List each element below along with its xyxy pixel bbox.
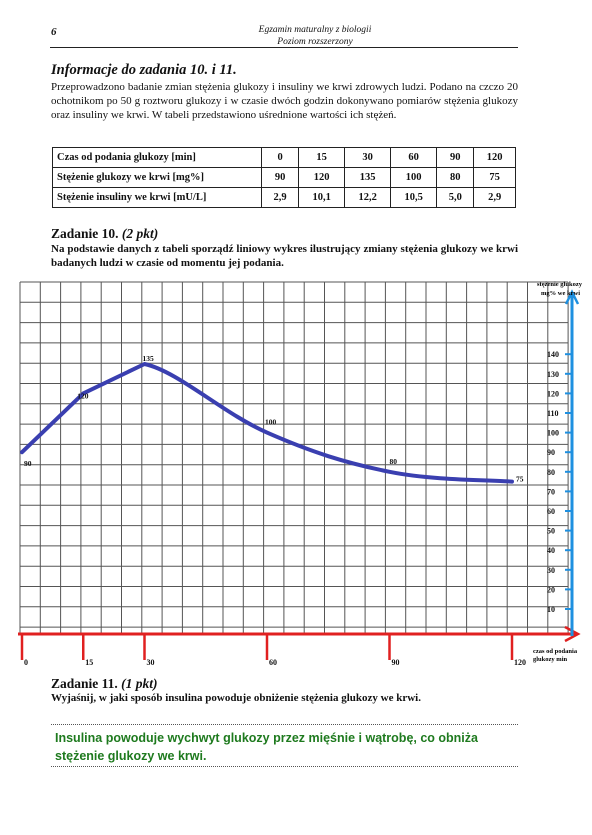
y-tick-label: 120 <box>547 389 559 398</box>
glucose-chart: 0 15 30 60 90 120 10 20 30 40 50 60 70 80 90 100 110 120 1… <box>18 281 583 667</box>
table-cell: 80 <box>436 167 475 188</box>
y-tick-label: 130 <box>547 370 559 379</box>
table-row-label: Czas od podania glukozy [min] <box>52 147 262 168</box>
table-cell: 0 <box>260 147 300 168</box>
x-tick-label: 0 <box>24 658 28 667</box>
running-title-line1: Egzamin maturalny z biologii <box>258 25 372 35</box>
running-title-line2: Poziom rozszerzony <box>277 37 353 47</box>
x-tick-label: 90 <box>392 658 400 667</box>
data-label: 120 <box>77 391 89 400</box>
table-cell: 10,1 <box>298 187 346 208</box>
data-label: 75 <box>516 475 524 484</box>
task10-text: Na podstawie danych z tabeli sporządź li… <box>51 243 518 269</box>
task11-text: Wyjaśnij, w jaki sposób insulina powoduj… <box>51 692 421 704</box>
table-cell: 12,2 <box>344 187 392 208</box>
data-point <box>388 470 391 474</box>
task10-points: (2 pkt) <box>121 226 159 241</box>
task11-title: Zadanie 11. (1 pkt) <box>51 676 158 692</box>
x-tick-label: 120 <box>514 658 526 667</box>
data-point <box>265 431 269 435</box>
y-tick-label: 110 <box>547 409 559 418</box>
table-cell: 2,9 <box>260 187 300 208</box>
table-cell: 5,0 <box>436 187 475 208</box>
table-cell: 2,9 <box>473 187 516 208</box>
y-tick-label: 140 <box>547 350 559 359</box>
chart-ticks <box>20 353 572 660</box>
table-cell: 120 <box>298 167 346 188</box>
table-cell: 15 <box>298 147 346 168</box>
page-number: 6 <box>51 26 57 38</box>
y-tick-label: 90 <box>547 448 555 457</box>
task10-title-main: Zadanie 10. <box>51 226 119 241</box>
task11-answer[interactable]: Insulina powoduje wychwyt glukozy przez … <box>55 731 478 763</box>
y-tick-label: 60 <box>547 507 555 516</box>
table-row-label: Stężenie glukozy we krwi [mg%] <box>52 167 262 188</box>
task11-points: (1 pkt) <box>121 676 158 691</box>
chart-labels: 0 15 30 60 90 120 10 20 30 40 50 60 70 80 90 100 110 120 1… <box>24 281 583 667</box>
table-cell: 75 <box>473 167 516 188</box>
y-tick-label: 100 <box>547 429 559 438</box>
task10-title: Zadanie 10. (2 pkt) <box>51 226 158 242</box>
data-point <box>510 480 514 484</box>
y-axis-arrow <box>564 289 580 305</box>
info-text: Przeprowadzono badanie zmian stężenia gl… <box>51 81 518 121</box>
x-axis-title-line2: glukozy min <box>533 656 568 663</box>
data-point <box>81 391 85 395</box>
header-rule <box>50 47 518 48</box>
data-table: Czas od podania glukozy [min] 0 15 30 60… <box>52 147 516 208</box>
data-label: 135 <box>143 354 155 363</box>
table-cell: 120 <box>473 147 516 168</box>
y-axis-title-line1: stężenie glukozy <box>537 281 583 288</box>
table-cell: 60 <box>390 147 438 168</box>
y-tick-label: 20 <box>547 585 555 594</box>
x-tick-label: 60 <box>269 658 277 667</box>
y-tick-label: 80 <box>547 468 555 477</box>
x-axis-title-line1: czas od podania <box>533 648 578 655</box>
table-cell: 90 <box>260 167 300 188</box>
y-tick-label: 70 <box>547 487 555 496</box>
answer-line-top <box>51 724 518 725</box>
table-row-label: Stężenie insuliny we krwi [mU/L] <box>52 187 262 208</box>
info-title: Informacje do zadania 10. i 11. <box>51 62 237 78</box>
x-axis-arrow <box>564 625 581 643</box>
data-point <box>143 362 146 366</box>
chart-grid <box>19 281 569 633</box>
y-tick-label: 10 <box>547 605 555 614</box>
x-tick-label: 30 <box>147 658 155 667</box>
table-cell: 30 <box>344 147 392 168</box>
x-tick-label: 15 <box>85 658 93 667</box>
y-axis-title-line2: mg% we krwi <box>541 290 580 297</box>
chart-axes <box>18 289 581 643</box>
y-tick-label: 40 <box>547 546 555 555</box>
table-cell: 90 <box>436 147 475 168</box>
table-row: Stężenie insuliny we krwi [mU/L] 2,9 10,… <box>52 187 516 208</box>
data-point <box>20 450 24 454</box>
table-row: Stężenie glukozy we krwi [mg%] 90 120 13… <box>52 167 516 188</box>
y-tick-label: 30 <box>547 566 555 575</box>
answer-line-bottom <box>51 766 518 767</box>
table-cell: 100 <box>390 167 438 188</box>
y-tick-label: 50 <box>547 527 555 536</box>
running-title: Egzamin maturalny z biologii Poziom rozs… <box>200 24 430 48</box>
task11-title-main: Zadanie 11. <box>51 676 118 691</box>
data-label: 100 <box>265 418 277 427</box>
chart-series <box>20 362 514 484</box>
table-cell: 135 <box>344 167 392 188</box>
data-label: 90 <box>24 459 32 468</box>
table-row: Czas od podania glukozy [min] 0 15 30 60… <box>52 147 516 168</box>
table-cell: 10,5 <box>390 187 438 208</box>
data-label: 80 <box>390 457 398 466</box>
